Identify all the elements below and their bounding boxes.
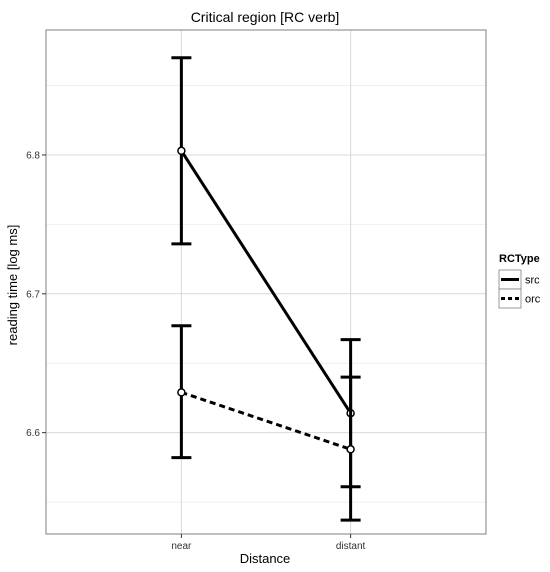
y-axis-title: reading time [log ms] — [5, 225, 20, 346]
legend-entry-orc: orc — [498, 288, 541, 309]
legend-entry-src: src — [498, 269, 540, 290]
data-point-orc-near — [177, 388, 186, 397]
legend: RCType src orc — [498, 253, 541, 309]
axes: 6.6 6.7 6.8 near distant — [26, 29, 487, 552]
x-tick-label: distant — [336, 541, 366, 552]
legend-label-orc: orc — [525, 294, 541, 306]
panel-border — [45, 29, 487, 535]
data-layer — [171, 56, 361, 522]
x-axis-title: Distance — [240, 551, 291, 566]
y-tick-label: 6.8 — [26, 150, 40, 161]
series-line-src — [180, 149, 352, 415]
series-src — [171, 56, 361, 489]
y-tick-label: 6.7 — [26, 289, 40, 300]
series-orc — [171, 324, 361, 522]
legend-label-src: src — [525, 275, 540, 287]
data-point-src-near — [177, 146, 186, 156]
legend-title: RCType — [499, 253, 540, 265]
x-tick-label: near — [171, 541, 192, 552]
data-point-orc-distant — [346, 445, 355, 454]
chart-title: Critical region [RC verb] — [191, 9, 340, 25]
y-tick-label: 6.6 — [26, 428, 40, 439]
